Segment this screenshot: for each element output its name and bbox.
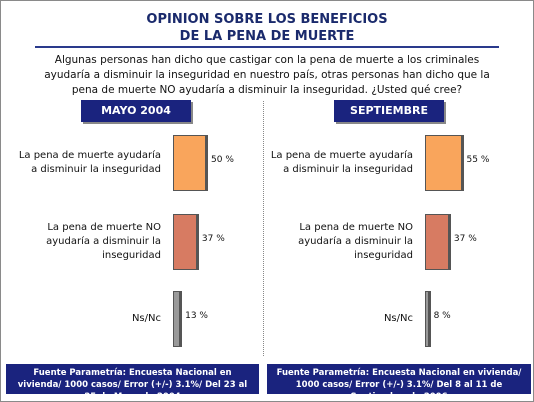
bar	[173, 214, 199, 270]
value-label: 8 %	[433, 311, 451, 321]
category-label: La pena de muerte ayudaría a disminuir l…	[270, 150, 413, 175]
bar	[173, 135, 208, 191]
panel-title: MAYO 2004	[81, 100, 191, 122]
category-label: La pena de muerte NO ayudaría a disminui…	[298, 222, 413, 261]
question: Algunas personas han dicho que castigar …	[44, 54, 490, 96]
divider	[263, 101, 264, 356]
value-label: 37 %	[201, 234, 225, 244]
page-title: OPINION SOBRE LOS BENEFICIOS DE LA PENA …	[1, 11, 533, 45]
panel-title: SEPTIEMBRE 2006	[334, 100, 444, 139]
bar	[425, 135, 464, 191]
value-label: 55 %	[466, 155, 490, 165]
bar	[173, 291, 183, 347]
bar	[425, 291, 431, 347]
category-label: La pena de muerte NO ayudaría a disminui…	[46, 222, 161, 261]
category-label: La pena de muerte ayudaría a disminuir l…	[18, 150, 161, 175]
source-note: Fuente Parametría: Encuesta Nacional en …	[267, 364, 531, 401]
title-line: OPINION SOBRE LOS BENEFICIOS	[146, 12, 388, 27]
title-line: DE LA PENA DE MUERTE	[179, 29, 355, 44]
title-rule	[35, 46, 499, 48]
category-label: Ns/Nc	[131, 313, 161, 324]
value-label: 50 %	[211, 155, 234, 165]
value-label: 37 %	[453, 234, 477, 244]
category-label: Ns/Nc	[383, 313, 413, 324]
source-note: Fuente Parametría: Encuesta Nacional en …	[6, 364, 259, 401]
value-label: 13 %	[185, 311, 208, 321]
bar	[425, 214, 451, 270]
